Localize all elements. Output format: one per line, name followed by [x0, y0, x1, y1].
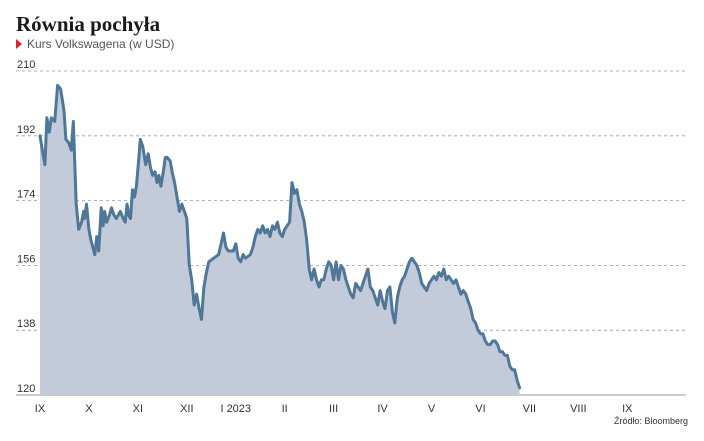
subtitle-text: Kurs Volkswagena (w USD): [27, 37, 175, 51]
price-line: [38, 83, 522, 390]
chart-subtitle: Kurs Volkswagena (w USD): [16, 37, 174, 51]
x-tick-label: X: [85, 403, 93, 415]
x-tick-label: IV: [377, 403, 388, 415]
x-tick-label: IX: [35, 403, 46, 415]
x-tick-label: VI: [475, 403, 485, 415]
y-tick-label: 192: [17, 124, 35, 136]
y-tick-label: 156: [17, 253, 35, 265]
x-tick-label: V: [428, 403, 436, 415]
x-tick-label: XII: [180, 403, 193, 415]
x-tick-label: IX: [622, 403, 633, 415]
y-tick-label: 120: [17, 383, 35, 395]
source-note: Źródło: Bloomberg: [613, 416, 688, 426]
x-tick-label: I 2023: [220, 403, 251, 415]
chart-title: Równia pochyła: [16, 12, 161, 36]
x-tick-label: VIII: [570, 403, 587, 415]
x-tick-label: XI: [133, 403, 143, 415]
triangle-marker-icon: [16, 39, 22, 49]
x-tick-label: III: [329, 403, 338, 415]
y-tick-label: 138: [17, 318, 35, 330]
x-tick-label: II: [282, 403, 288, 415]
price-area: [40, 85, 520, 396]
x-tick-label: VII: [523, 403, 536, 415]
y-tick-label: 210: [17, 59, 35, 71]
y-tick-label: 174: [17, 189, 35, 201]
